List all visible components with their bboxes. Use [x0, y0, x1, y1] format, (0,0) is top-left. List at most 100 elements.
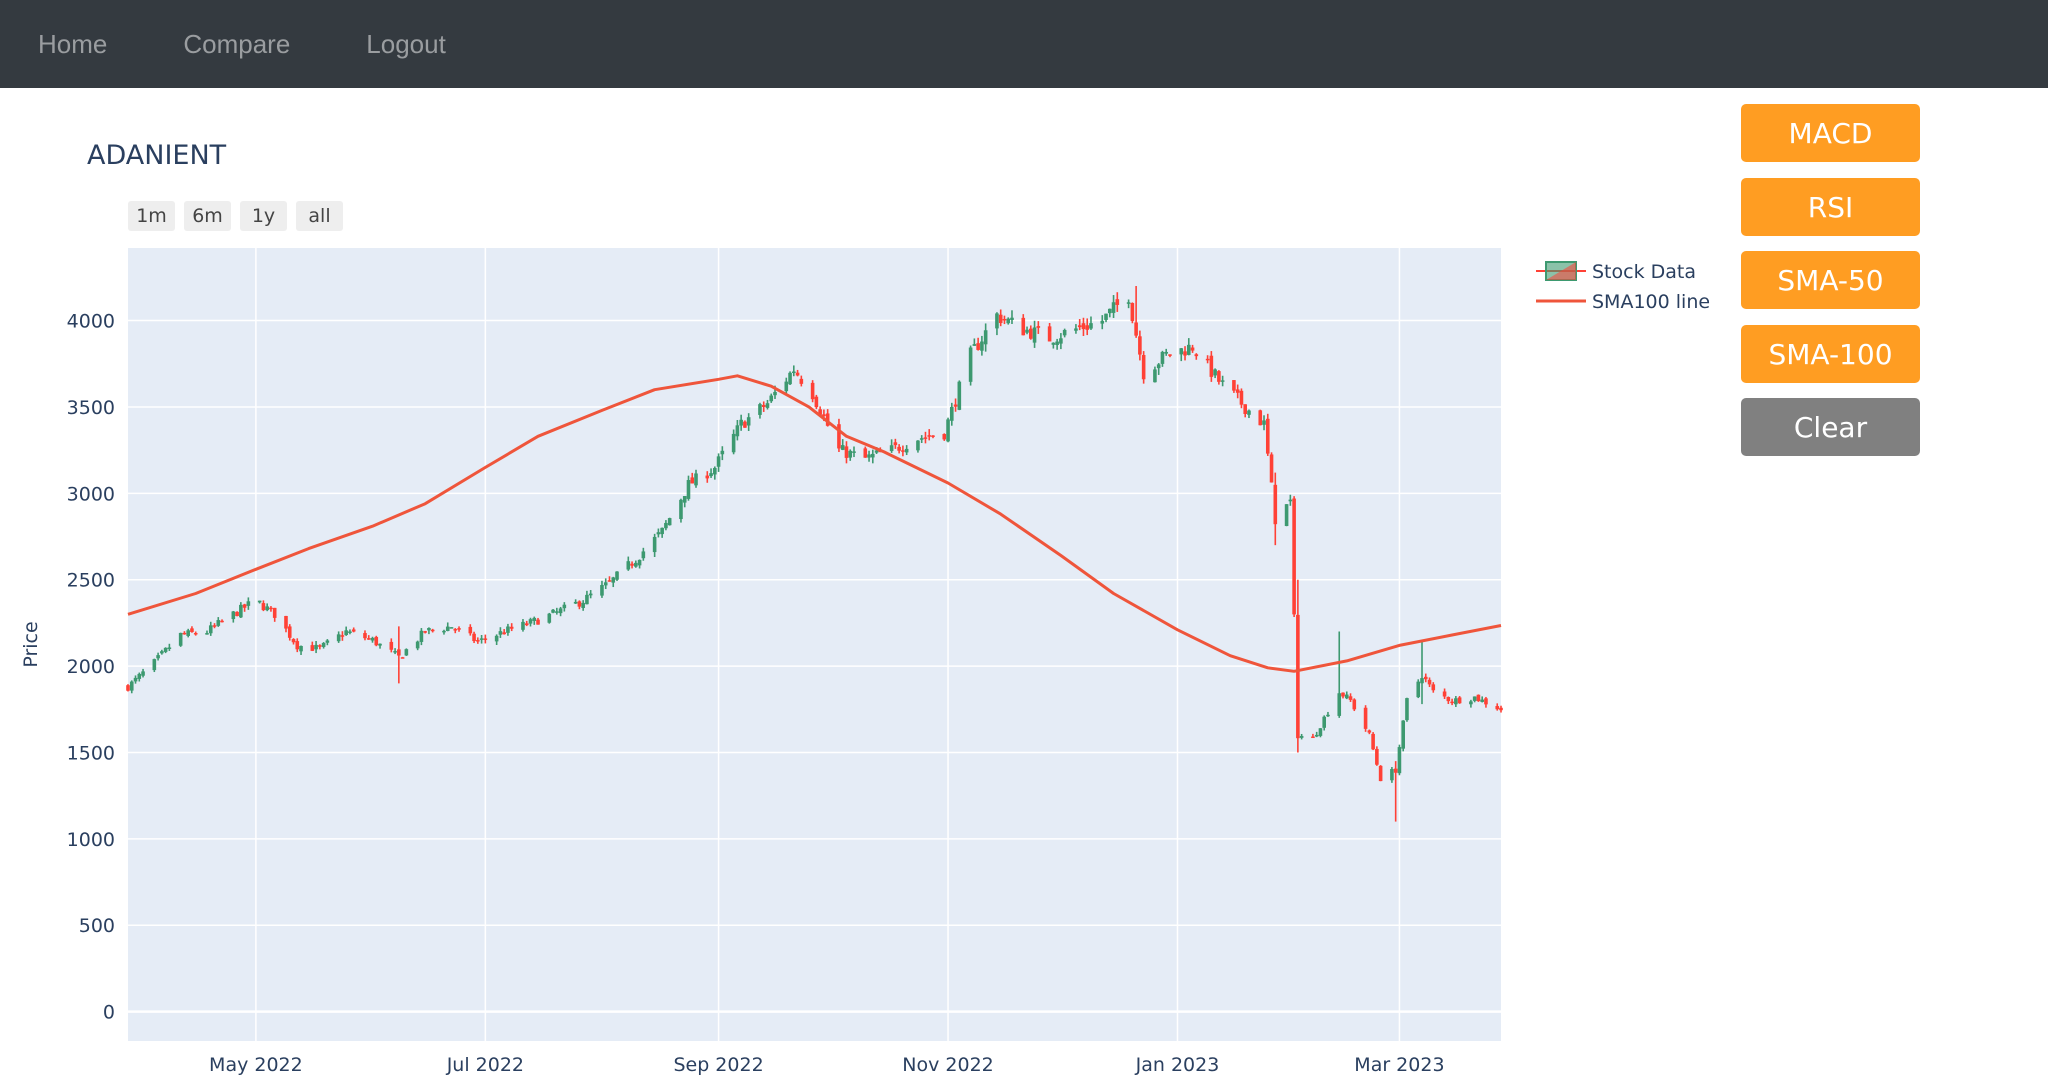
candlestick[interactable] — [637, 559, 642, 569]
candlestick[interactable] — [758, 402, 762, 419]
candlestick[interactable] — [784, 377, 789, 396]
candlestick[interactable] — [562, 602, 567, 612]
candlestick[interactable] — [1457, 696, 1462, 704]
candlestick[interactable] — [995, 312, 999, 336]
candlestick[interactable] — [946, 417, 950, 443]
candlestick[interactable] — [318, 644, 322, 650]
candlestick[interactable] — [1010, 310, 1014, 325]
candlestick[interactable] — [927, 429, 932, 441]
candlestick[interactable] — [634, 560, 638, 568]
candlestick[interactable] — [235, 611, 239, 617]
candlestick[interactable] — [1472, 696, 1477, 703]
candlestick[interactable] — [1344, 691, 1349, 700]
candlestick[interactable] — [746, 413, 751, 431]
candlestick[interactable] — [547, 612, 552, 624]
candlestick[interactable] — [160, 649, 164, 655]
legend[interactable]: Stock Data SMA100 line — [1536, 261, 1710, 313]
candlestick[interactable] — [1454, 696, 1458, 707]
candlestick[interactable] — [1074, 324, 1078, 334]
candlestick[interactable] — [1442, 688, 1447, 699]
candlestick[interactable] — [735, 420, 740, 441]
candlestick[interactable] — [1269, 452, 1274, 483]
candlestick[interactable] — [713, 466, 717, 480]
candlestick[interactable] — [893, 438, 898, 449]
candlestick[interactable] — [231, 610, 236, 623]
candlestick[interactable] — [761, 401, 766, 412]
candlestick[interactable] — [1156, 363, 1161, 375]
candlestick[interactable] — [686, 475, 691, 501]
candlestick[interactable] — [314, 641, 318, 654]
candlestick[interactable] — [374, 635, 379, 647]
candlestick[interactable] — [1126, 299, 1131, 309]
candlestick[interactable] — [528, 617, 533, 627]
candlestick[interactable] — [1390, 766, 1394, 783]
candlestick[interactable] — [521, 619, 525, 632]
candlestick[interactable] — [220, 619, 224, 623]
candlestick[interactable] — [430, 628, 435, 633]
candlestick[interactable] — [1183, 346, 1187, 361]
candlestick[interactable] — [1480, 696, 1484, 703]
candlestick[interactable] — [1047, 322, 1052, 342]
candlestick[interactable] — [1025, 326, 1029, 335]
candlestick[interactable] — [844, 441, 849, 464]
candlestick[interactable] — [291, 638, 296, 645]
candlestick[interactable] — [871, 449, 875, 464]
candlestick[interactable] — [972, 338, 977, 346]
legend-item-sma100[interactable]: SMA100 line — [1536, 291, 1710, 313]
candlestick[interactable] — [1469, 699, 1473, 708]
nav-home-link[interactable]: Home — [38, 28, 108, 59]
candlestick[interactable] — [679, 498, 683, 523]
candlestick[interactable] — [1318, 728, 1323, 738]
candlestick[interactable] — [953, 398, 958, 412]
candlestick[interactable] — [923, 431, 928, 444]
candlestick[interactable] — [1059, 333, 1063, 350]
candlestick[interactable] — [472, 631, 476, 644]
candlestick[interactable] — [287, 624, 292, 641]
candlestick[interactable] — [1314, 731, 1319, 738]
candlestick[interactable] — [133, 675, 138, 684]
candlestick[interactable] — [976, 337, 980, 351]
candlestick[interactable] — [588, 590, 593, 599]
candlestick[interactable] — [1077, 319, 1082, 331]
candlestick[interactable] — [344, 626, 348, 636]
candlestick[interactable] — [257, 600, 262, 604]
candlestick[interactable] — [731, 429, 736, 455]
candlestick[interactable] — [682, 496, 687, 508]
candlestick[interactable] — [1326, 711, 1330, 717]
candlestick[interactable] — [1134, 286, 1138, 338]
candlestick[interactable] — [1393, 761, 1398, 822]
clear-button[interactable]: Clear — [1741, 398, 1920, 456]
candlestick[interactable] — [837, 418, 841, 452]
candlestick[interactable] — [1431, 682, 1436, 693]
candlestick[interactable] — [126, 684, 130, 692]
candlestick[interactable] — [442, 629, 446, 635]
candlestick[interactable] — [299, 645, 303, 655]
candlestick[interactable] — [156, 652, 160, 661]
candlestick[interactable] — [152, 658, 157, 673]
candlestick[interactable] — [585, 590, 589, 605]
candlestick[interactable] — [603, 578, 608, 590]
candlestick[interactable] — [720, 446, 725, 461]
candlestick[interactable] — [1186, 338, 1191, 356]
candlestick[interactable] — [246, 597, 251, 610]
candlestick[interactable] — [1138, 330, 1142, 361]
candlestick[interactable] — [1367, 729, 1372, 735]
candlestick[interactable] — [449, 627, 454, 629]
candlestick[interactable] — [419, 628, 424, 646]
candlestick[interactable] — [1423, 673, 1428, 683]
macd-button[interactable]: MACD — [1741, 104, 1920, 162]
candlestick[interactable] — [423, 630, 427, 634]
candlestick[interactable] — [1089, 316, 1093, 330]
candlestick[interactable] — [1262, 415, 1266, 431]
candlestick[interactable] — [626, 556, 631, 571]
candlestick[interactable] — [310, 641, 315, 652]
candlestick[interactable] — [532, 616, 537, 625]
candlestick[interactable] — [1363, 705, 1368, 732]
range-button-all[interactable]: all — [296, 201, 343, 231]
candlestick[interactable] — [1273, 472, 1278, 546]
sma-50-button[interactable]: SMA-50 — [1741, 251, 1920, 309]
candlestick[interactable] — [1337, 631, 1342, 718]
range-button-6m[interactable]: 6m — [184, 201, 231, 231]
candlestick[interactable] — [193, 631, 198, 636]
candlestick[interactable] — [536, 617, 540, 625]
